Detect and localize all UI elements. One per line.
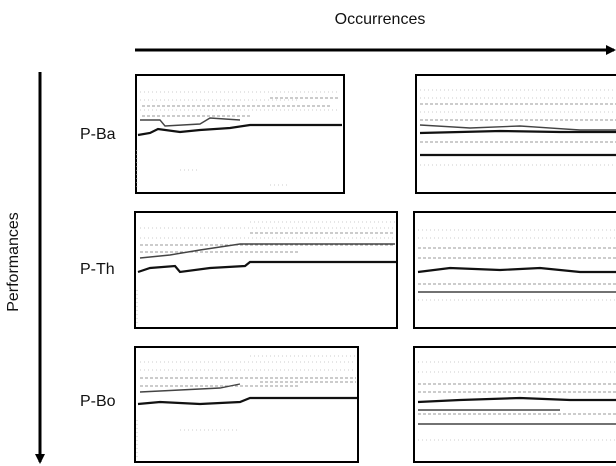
spectrogram — [135, 74, 345, 194]
spectrogram — [413, 346, 616, 463]
row-label: P-Bo — [80, 393, 116, 410]
spectrogram — [415, 74, 616, 194]
horizontal-axis-label: Occurrences — [335, 11, 426, 28]
vertical-axis-label: Performances — [5, 212, 22, 312]
spectrogram — [134, 346, 359, 463]
spectrogram — [134, 211, 398, 329]
spectrogram — [413, 211, 616, 329]
row-label: P-Ba — [80, 126, 116, 143]
row-label: P-Th — [80, 261, 115, 278]
